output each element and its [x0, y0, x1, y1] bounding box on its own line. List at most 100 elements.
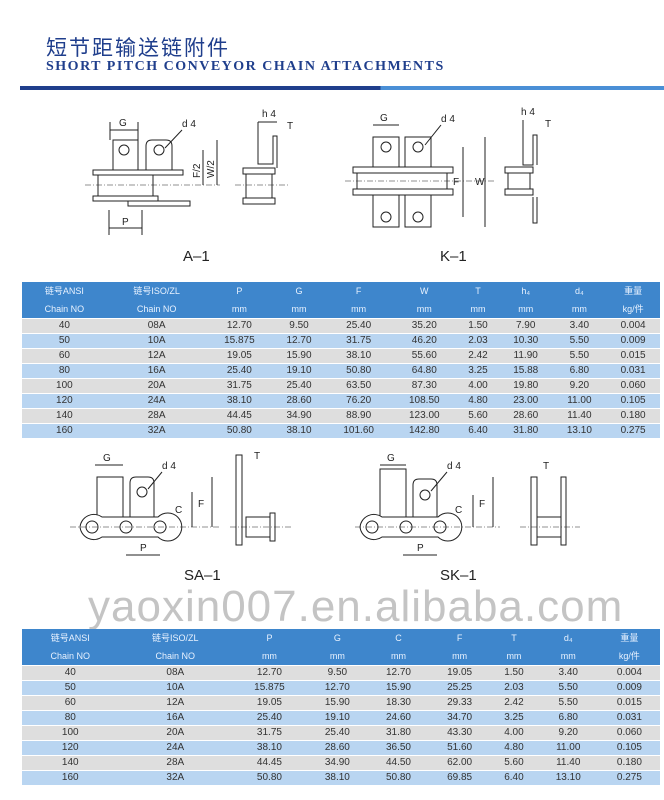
caption-a1: A–1	[183, 248, 210, 265]
table-row: 100 20A 31.75 25.40 63.50 87.30 4.00 19.80 9.20 0…	[22, 379, 660, 393]
table-cell: 6.40	[490, 771, 538, 785]
table-cell: 31.75	[325, 334, 392, 348]
table-cell: 31.80	[367, 726, 430, 740]
table-cell: 50.80	[232, 771, 307, 785]
table-cell: 0.275	[606, 424, 660, 438]
label-d4: d 4	[162, 461, 176, 472]
label-d4: d 4	[182, 119, 196, 130]
table-cell: 51.60	[429, 741, 491, 755]
table-cell: 38.10	[272, 424, 326, 438]
table-cell: 0.060	[598, 726, 660, 740]
table-cell: 24A	[106, 394, 207, 408]
label-f: F	[479, 499, 485, 510]
table-cell: 160	[22, 424, 107, 438]
label-t: T	[287, 121, 293, 132]
table-cell: 3.25	[490, 711, 538, 725]
table-cell: 140	[22, 409, 107, 423]
column-header-line: G	[333, 633, 341, 643]
table-cell: 28.60	[272, 394, 326, 408]
table-cell: 11.00	[552, 394, 607, 408]
table-cell: 12.70	[306, 681, 368, 695]
table-cell: 12.70	[232, 666, 307, 680]
table-cell: 4.80	[490, 741, 538, 755]
table-cell: 25.40	[306, 726, 368, 740]
table-cell: 36.50	[367, 741, 430, 755]
table-cell: 2.42	[457, 349, 499, 363]
column-header-line: mm	[470, 304, 486, 314]
table-cell: 3.40	[537, 666, 599, 680]
table-cell: 12.70	[367, 666, 430, 680]
column-header-line: h₄	[521, 286, 531, 296]
diagram-sa1: G d 4 C F P T	[70, 451, 292, 556]
table-cell: 16A	[106, 364, 207, 378]
table-row: 40 08A 12.70 9.50 12.70 19.05 1.50 3.40 0.004	[22, 666, 660, 680]
table-cell: 28.60	[306, 741, 368, 755]
column-header-line: T	[475, 286, 481, 296]
table-cell: 12.70	[272, 334, 326, 348]
column-header-line: P	[236, 286, 243, 296]
column-header-line: mm	[416, 304, 432, 314]
table-row: 160 32A 50.80 38.10 101.60 142.80 6.40 31.80 13.…	[22, 424, 660, 438]
label-g: G	[103, 453, 111, 464]
table-cell: 18.30	[367, 696, 430, 710]
table-cell: 34.70	[429, 711, 491, 725]
table-cell: 1.50	[457, 319, 499, 333]
table-cell: 0.009	[598, 681, 660, 695]
table-cell: 50.80	[325, 364, 392, 378]
table-cell: 0.105	[606, 394, 660, 408]
table-cell: 7.90	[498, 319, 553, 333]
table-cell: 11.40	[552, 409, 607, 423]
table-row: 80 16A 25.40 19.10 50.80 64.80 3.25 15.88 6.80 0.…	[22, 364, 660, 378]
table-row: 120 24A 38.10 28.60 36.50 51.60 4.80 11.00 0.105	[22, 741, 660, 755]
table-row: 80 16A 25.40 19.10 24.60 34.70 3.25 6.80 0.031	[22, 711, 660, 725]
diagram-a1: G d 4 F/2 W/2 P h 4 T	[85, 109, 293, 235]
column-header-line: mm	[329, 651, 345, 661]
column-header: h₄ mm	[498, 282, 553, 318]
caption-sk1: SK–1	[440, 567, 477, 584]
column-header: 链号ISO/ZL Chain NO	[106, 282, 207, 318]
table-cell: 08A	[106, 319, 207, 333]
column-header-line: mm	[571, 304, 587, 314]
table-cell: 32A	[118, 771, 233, 785]
table-cell: 9.20	[537, 726, 599, 740]
table-cell: 25.25	[429, 681, 491, 695]
table-cell: 40	[22, 666, 119, 680]
table-cell: 20A	[106, 379, 207, 393]
table-cell: 55.60	[391, 349, 458, 363]
table-cell: 5.50	[552, 349, 607, 363]
column-header-line: 链号ISO/ZL	[133, 286, 180, 296]
table-cell: 19.10	[272, 364, 326, 378]
column-header-line: mm	[506, 651, 522, 661]
label-p: P	[417, 543, 424, 554]
table-cell: 28.60	[498, 409, 553, 423]
table-cell: 2.03	[490, 681, 538, 695]
label-f2: F/2	[192, 163, 203, 178]
table-cell: 0.031	[598, 711, 660, 725]
column-header-line: 链号ANSI	[44, 286, 84, 296]
table-cell: 34.90	[272, 409, 326, 423]
table-cell: 6.40	[457, 424, 499, 438]
column-header: d₄ mm	[552, 282, 607, 318]
table-cell: 15.875	[232, 681, 307, 695]
column-header-line: kg/件	[618, 651, 640, 661]
table-cell: 12A	[106, 349, 207, 363]
table-cell: 38.10	[325, 349, 392, 363]
label-h4: h 4	[521, 107, 535, 118]
label-p: P	[122, 217, 129, 228]
table-cell: 10.30	[498, 334, 553, 348]
table-cell: 0.275	[598, 771, 660, 785]
table-cell: 38.10	[232, 741, 307, 755]
table-cell: 19.10	[306, 711, 368, 725]
column-header: d₄ mm	[537, 629, 599, 665]
table-cell: 2.03	[457, 334, 499, 348]
column-header-line: mm	[390, 651, 406, 661]
column-header-line: 链号ISO/ZL	[152, 633, 199, 643]
label-w: W	[475, 177, 485, 188]
table-cell: 0.004	[606, 319, 660, 333]
table-cell: 25.40	[232, 711, 307, 725]
